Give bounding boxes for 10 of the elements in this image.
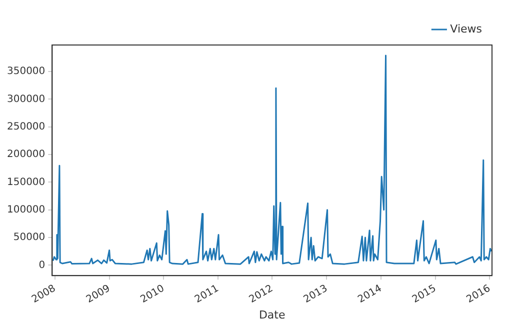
y-tick-label: 300000 (6, 94, 46, 105)
y-tick-label: 50000 (13, 232, 46, 244)
y-tick-label: 250000 (6, 121, 46, 132)
x-axis-title: Date (258, 308, 286, 322)
y-tick-label: 0 (38, 260, 46, 271)
y-tick-label: 350000 (6, 66, 46, 78)
y-tick-label: 150000 (6, 176, 46, 188)
y-tick-label: 200000 (6, 149, 46, 160)
legend-label: Views (450, 22, 482, 36)
y-tick-label: 100000 (6, 204, 46, 216)
